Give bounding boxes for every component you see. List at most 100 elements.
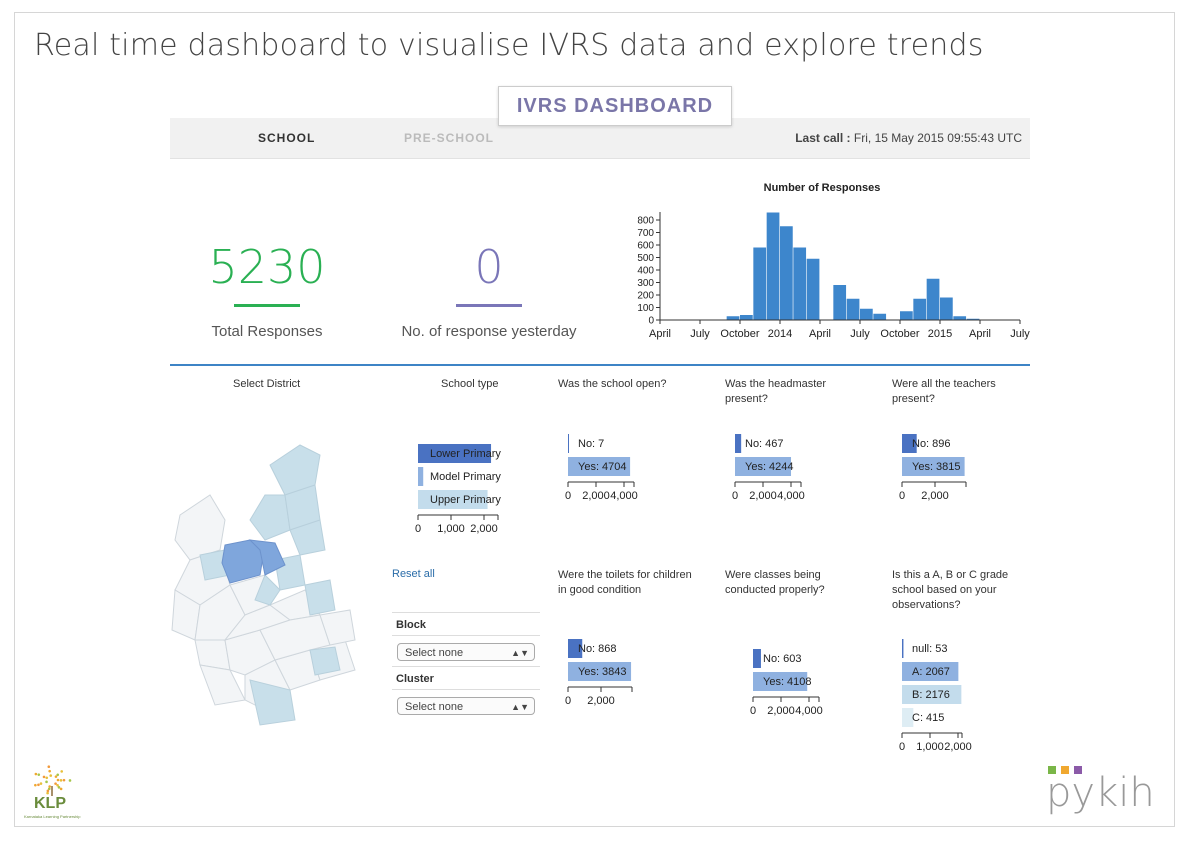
kpi-total-underline xyxy=(234,304,300,307)
y-tick-label: 400 xyxy=(637,266,654,277)
last-call: Last call : Fri, 15 May 2015 09:55:43 UT… xyxy=(795,131,1022,145)
x-tick-label: 1,000 xyxy=(916,741,944,753)
y-tick-label: 100 xyxy=(637,303,654,314)
bar xyxy=(568,639,583,658)
select-district-label: Select District xyxy=(233,378,301,390)
tree-dot xyxy=(56,773,60,777)
bar-label: null: 53 xyxy=(912,643,947,655)
y-tick-label: 700 xyxy=(637,228,654,239)
histogram-bar xyxy=(953,316,967,320)
x-tick-label: April xyxy=(649,328,671,340)
bar-label: No: 7 xyxy=(578,438,604,450)
school-open-chart: No: 7 Yes: 4704 0 2,000 4,000 xyxy=(565,434,638,502)
block-select[interactable]: Select none ▲▼ xyxy=(397,643,535,661)
histogram-bars xyxy=(726,212,980,320)
klp-logo-subtext: Karnataka Learning Partnership xyxy=(24,814,81,819)
district-map[interactable] xyxy=(170,425,360,735)
tree-dot xyxy=(62,778,66,782)
classes-chart: No: 603 Yes: 4108 0 2,000 4,000 xyxy=(750,649,823,717)
x-tick-label: 2,000 xyxy=(767,705,795,717)
title-line: observations? xyxy=(892,599,961,611)
histogram-bar xyxy=(873,313,887,320)
kpi-yesterday-label: No. of response yesterday xyxy=(401,323,577,340)
bar-label: B: 2176 xyxy=(912,689,950,701)
bar xyxy=(418,490,488,509)
x-tick-label: 2,000 xyxy=(587,695,615,707)
map-district xyxy=(174,494,226,561)
pykih-logo: pykih xyxy=(1046,766,1155,816)
dashboard-title: IVRS DASHBOARD xyxy=(498,86,732,126)
tree-dot xyxy=(45,776,49,780)
x-tick-label: 0 xyxy=(732,490,738,502)
x-tick-label: July xyxy=(850,328,870,340)
x-tick-label: 4,000 xyxy=(795,705,823,717)
tree-dot xyxy=(46,791,49,795)
title-line: Is this a A, B or C grade xyxy=(892,569,1009,581)
bar-label: No: 868 xyxy=(578,643,617,655)
tab-school[interactable]: SCHOOL xyxy=(258,131,316,145)
x-tick-label: 0 xyxy=(899,490,905,502)
tree-dot xyxy=(47,765,51,769)
bar-label: C: 415 xyxy=(912,712,944,724)
tree-dot xyxy=(34,783,37,787)
block-label: Block xyxy=(392,612,540,636)
title-line: in good condition xyxy=(558,584,642,596)
teachers-chart: No: 896 Yes: 3815 0 2,000 xyxy=(899,434,967,502)
title-line: Were classes being xyxy=(725,569,821,581)
x-tick-label: 0 xyxy=(415,523,421,535)
tree-dot xyxy=(68,779,72,782)
cluster-label: Cluster xyxy=(392,666,540,690)
y-tick-label: 800 xyxy=(637,216,654,227)
histogram-bar xyxy=(806,258,820,320)
cluster-select[interactable]: Select none ▲▼ xyxy=(397,697,535,715)
toilets-chart: No: 868 Yes: 3843 0 2,000 xyxy=(565,639,633,707)
histogram-bar xyxy=(846,298,860,320)
histogram-bar xyxy=(860,308,873,320)
bar-label: Yes: 3843 xyxy=(578,666,627,678)
tree-dot xyxy=(54,782,57,785)
map-district xyxy=(319,609,356,646)
kpi-yesterday-value: 0 xyxy=(474,240,504,294)
x-tick-label: 2,000 xyxy=(921,490,949,502)
q-teachers-title: Were all the teachers present? xyxy=(892,377,996,407)
headmaster-chart: No: 467 Yes: 4244 0 2,000 4,000 xyxy=(732,434,805,502)
reset-all-link[interactable]: Reset all xyxy=(392,568,435,580)
tree-dot xyxy=(46,789,50,793)
x-tick-label: April xyxy=(809,328,831,340)
title-line: Was the school open? xyxy=(558,378,667,390)
bar xyxy=(735,434,742,453)
map-district xyxy=(269,444,321,496)
map-district xyxy=(254,574,281,606)
slide-title: Real time dashboard to visualise IVRS da… xyxy=(34,28,984,63)
histogram-title: Number of Responses xyxy=(764,182,881,194)
klp-tree-icon xyxy=(34,765,72,796)
tree-dot xyxy=(54,775,58,778)
section-divider xyxy=(170,364,1030,366)
bar xyxy=(902,662,959,681)
map-district xyxy=(309,646,341,676)
x-tick-label: 2,000 xyxy=(944,741,972,753)
bar xyxy=(418,444,492,463)
x-tick-label: 2015 xyxy=(928,328,952,340)
histogram-bar xyxy=(913,298,927,320)
bar-label: Lower Primary xyxy=(430,448,501,460)
x-tick-label: 4,000 xyxy=(610,490,638,502)
x-tick-label: 0 xyxy=(899,741,905,753)
x-tick-label: July xyxy=(690,328,710,340)
bar-label: Yes: 4244 xyxy=(745,461,794,473)
tree-dot xyxy=(60,770,64,773)
bar-label: Yes: 4704 xyxy=(578,461,627,473)
tree-dot xyxy=(37,773,41,776)
title-line: Were the toilets for children xyxy=(558,569,692,581)
map-district-selected xyxy=(248,539,286,576)
bar xyxy=(902,457,965,476)
x-tick-label: October xyxy=(720,328,759,340)
y-tick-label: 200 xyxy=(637,291,654,302)
pykih-dot xyxy=(1048,766,1056,774)
bar-label: No: 467 xyxy=(745,438,784,450)
pykih-dot xyxy=(1074,766,1082,774)
kpi-yesterday: 0 No. of response yesterday xyxy=(389,240,589,340)
tab-preschool[interactable]: PRE-SCHOOL xyxy=(404,131,495,145)
